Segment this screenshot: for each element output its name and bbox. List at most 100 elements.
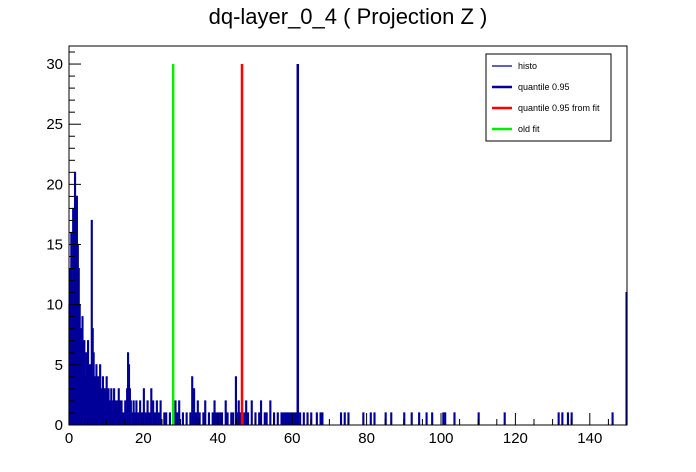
histogram-bin	[286, 412, 289, 425]
histogram-bin	[263, 412, 266, 425]
legend-label-histo: histo	[518, 61, 537, 71]
histogram-bin	[566, 412, 570, 425]
y-tick-label: 5	[55, 357, 63, 374]
histogram-bin	[150, 388, 153, 425]
histogram-bin	[265, 412, 268, 425]
histogram-bin	[339, 412, 343, 425]
histogram-bin	[418, 412, 421, 425]
histogram-bin	[561, 412, 564, 425]
histogram-bin	[289, 412, 292, 425]
histogram-bin	[155, 400, 158, 425]
histogram-bin	[99, 364, 102, 425]
histogram-bin	[299, 412, 302, 425]
histogram-bin	[122, 412, 125, 425]
histogram-bin	[425, 412, 428, 425]
histogram-bin	[273, 412, 276, 425]
histogram-bin	[444, 412, 447, 425]
histogram-bin	[95, 364, 98, 425]
histogram-bin	[410, 412, 413, 425]
histogram-bin	[259, 400, 263, 425]
histogram-bin	[390, 412, 393, 425]
histogram-bin	[442, 412, 445, 425]
histogram-bin	[207, 412, 211, 425]
histogram-bin	[310, 412, 313, 425]
y-tick-label: 0	[55, 417, 63, 434]
histogram-bin	[107, 388, 110, 425]
histogram-bin	[557, 412, 560, 425]
histogram-bin	[202, 412, 205, 425]
y-tick-label: 10	[46, 297, 63, 314]
chart-title: dq-layer_0_4 ( Projection Z )	[209, 4, 488, 29]
histogram-bin	[198, 412, 201, 425]
y-tick-label: 15	[46, 237, 63, 254]
histogram-bin	[384, 412, 387, 425]
histogram-bin	[137, 412, 140, 425]
vertical-marker-lines	[171, 64, 300, 425]
histogram-bin	[176, 412, 179, 425]
histogram-bin	[269, 400, 272, 425]
x-tick-label: 40	[209, 430, 226, 447]
histogram-bin	[243, 412, 246, 425]
y-tick-label: 25	[46, 116, 63, 133]
histogram-bin	[153, 412, 157, 425]
histogram-bin	[196, 400, 199, 425]
histogram-bin	[293, 412, 296, 425]
x-tick-label: 80	[358, 430, 375, 447]
histogram-bin	[237, 400, 240, 425]
histogram-bin	[362, 412, 365, 425]
histogram-bin	[306, 412, 309, 425]
x-tick-label: 20	[135, 430, 152, 447]
histogram-bin	[146, 400, 149, 425]
legend-label-quantile-0-95: quantile 0.95	[518, 82, 570, 92]
histogram-bin	[204, 400, 207, 425]
histogram-bin	[215, 412, 218, 425]
histogram-bin	[369, 412, 372, 425]
histogram-bin	[181, 412, 184, 425]
histogram-bin	[284, 412, 287, 425]
histogram-bin	[347, 412, 350, 425]
histogram-bin	[129, 400, 132, 425]
legend: histo quantile 0.95 quantile 0.95 from fit…	[485, 53, 612, 142]
histogram-bin	[135, 400, 138, 425]
histogram-bin	[258, 412, 261, 425]
histogram-bin	[453, 412, 456, 425]
histogram-bin	[140, 412, 144, 425]
histogram-bin	[120, 400, 123, 425]
histogram-bin	[148, 412, 151, 425]
histogram-bin	[211, 412, 214, 425]
histogram-bin	[403, 412, 406, 425]
histogram-bin	[250, 400, 253, 425]
histogram-bin	[234, 376, 237, 425]
histogram-bin	[159, 400, 162, 425]
histogram-bin	[220, 412, 224, 425]
histogram-bin	[254, 412, 257, 425]
histogram-bin	[178, 400, 181, 425]
histogram-bin	[287, 412, 291, 425]
legend-box	[485, 53, 612, 142]
legend-label-quantile-0-95-from-fit: quantile 0.95 from fit	[518, 103, 600, 113]
y-tick-label: 20	[46, 176, 63, 193]
histogram-bin	[226, 412, 229, 425]
histogram-bin	[224, 400, 227, 425]
histogram-bin	[230, 412, 233, 425]
histogram-bin	[219, 412, 222, 425]
histogram-bin	[503, 412, 506, 425]
histogram-bin	[276, 412, 279, 425]
histogram-bin	[168, 412, 171, 425]
x-tick-label: 100	[428, 430, 453, 447]
histogram-bin	[142, 388, 145, 425]
histogram-bin	[213, 400, 216, 425]
histogram-bin	[373, 412, 376, 425]
histogram-bin	[246, 412, 250, 425]
histogram-bin	[431, 412, 434, 425]
legend-label-old-fit: old fit	[518, 124, 540, 134]
histogram-bin	[110, 388, 113, 425]
histogram-bin	[87, 340, 90, 425]
histogram-bin	[343, 412, 346, 425]
histogram-bin	[144, 412, 147, 425]
histogram-bin	[174, 400, 177, 425]
y-tick-label: 30	[46, 56, 63, 73]
axes: 0 20 40 60 80 100 120 140 0 5 10 15 20 25 30	[46, 45, 628, 447]
x-tick-label: 0	[65, 430, 73, 447]
